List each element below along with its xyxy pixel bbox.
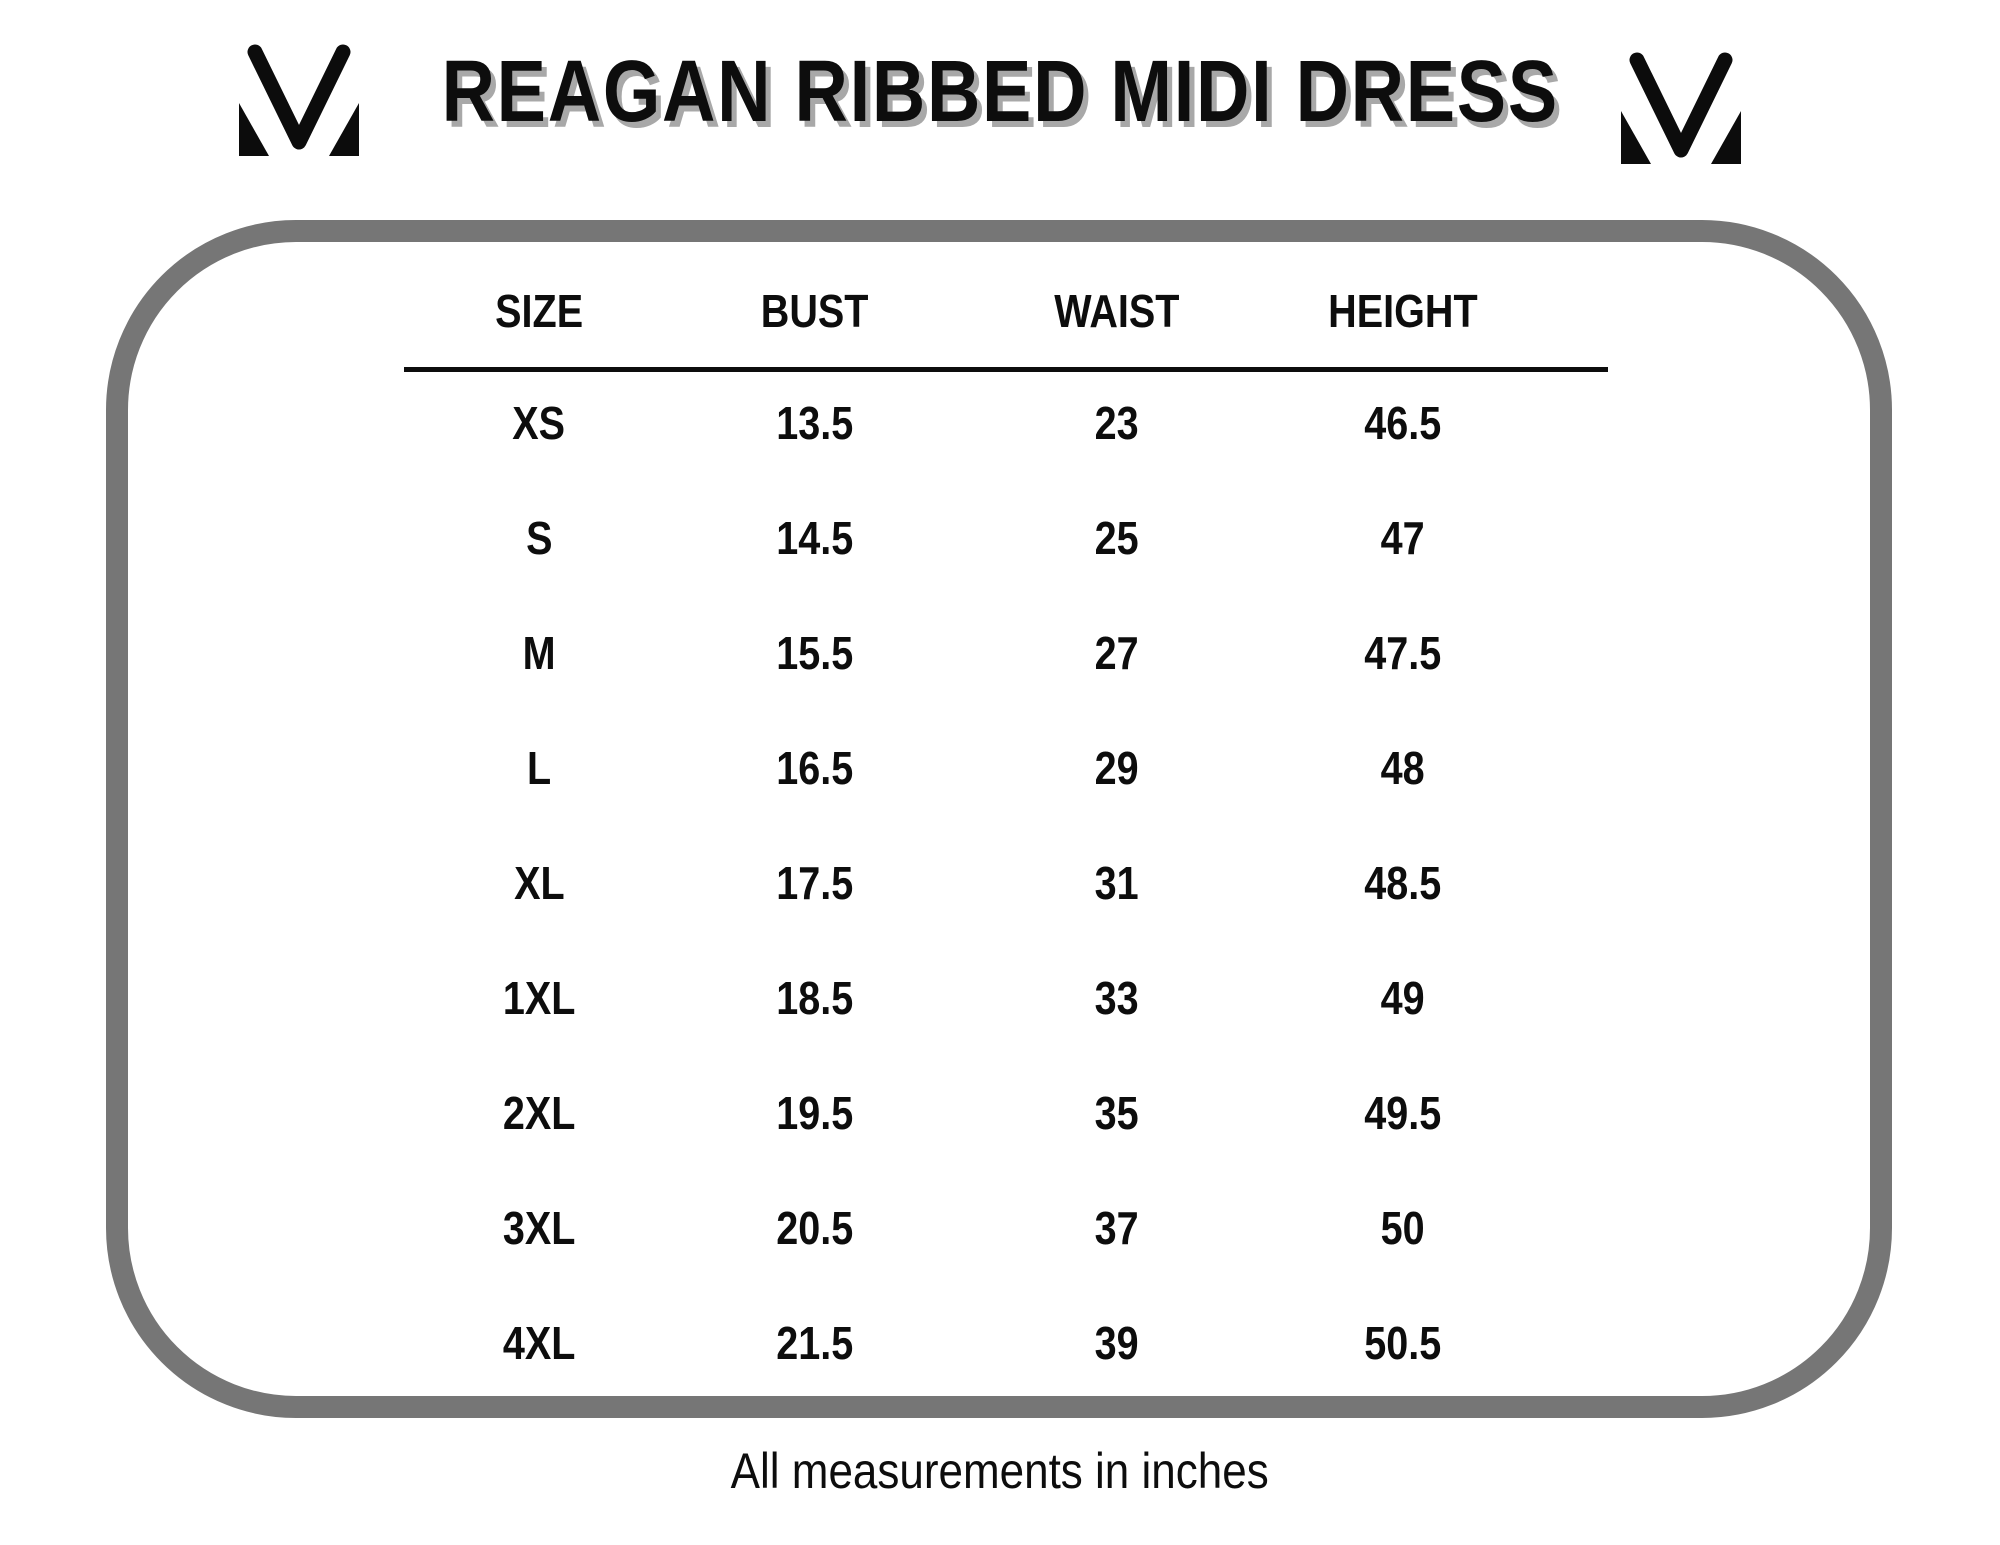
cell-height: 49 (1380, 971, 1425, 1024)
cell-waist: 23 (1094, 396, 1139, 449)
cell-bust: 16.5 (776, 741, 854, 794)
cell-bust: 18.5 (776, 971, 854, 1024)
cell-waist: 29 (1094, 741, 1139, 794)
cell-height: 48.5 (1364, 856, 1442, 909)
mv-monogram-icon (1621, 52, 1741, 164)
table-row: 3XL 20.5 37 50 (404, 1170, 1528, 1285)
cell-height: 49.5 (1364, 1086, 1442, 1139)
cell-waist: 25 (1094, 511, 1139, 564)
cell-bust: 17.5 (776, 856, 854, 909)
cell-size: XS (512, 396, 566, 449)
cell-height: 50.5 (1364, 1316, 1442, 1369)
header-divider-line (404, 367, 1608, 372)
table-row: M 15.5 27 47.5 (404, 595, 1528, 710)
table-row: XL 17.5 31 48.5 (404, 825, 1528, 940)
cell-bust: 13.5 (776, 396, 854, 449)
cell-size: 3XL (502, 1201, 576, 1254)
cell-height: 46.5 (1364, 396, 1442, 449)
cell-height: 47 (1380, 511, 1425, 564)
cell-height: 48 (1380, 741, 1425, 794)
chart-frame (106, 220, 1892, 1418)
cell-waist: 27 (1094, 626, 1139, 679)
cell-size: M (522, 626, 556, 679)
page-title-text: REAGAN RIBBED MIDI DRESS (441, 43, 1559, 140)
table-row: 2XL 19.5 35 49.5 (404, 1055, 1528, 1170)
cell-size: L (526, 741, 552, 794)
cell-size: 2XL (502, 1086, 576, 1139)
cell-height: 47.5 (1364, 626, 1442, 679)
column-header-bust: BUST (761, 285, 869, 337)
measurements-note: All measurements in inches (730, 1443, 1270, 1499)
cell-waist: 37 (1094, 1201, 1139, 1254)
cell-waist: 39 (1094, 1316, 1139, 1369)
cell-height: 50 (1380, 1201, 1425, 1254)
table-row: 4XL 21.5 39 50.5 (404, 1285, 1528, 1400)
cell-size: 4XL (502, 1316, 576, 1369)
table-row: 1XL 18.5 33 49 (404, 940, 1528, 1055)
cell-bust: 21.5 (776, 1316, 854, 1369)
cell-bust: 20.5 (776, 1201, 854, 1254)
mv-monogram-icon (239, 44, 359, 156)
cell-bust: 15.5 (776, 626, 854, 679)
table-body: XS 13.5 23 46.5 S 14.5 25 47 M 15.5 27 4… (404, 365, 1528, 1400)
column-header-height: HEIGHT (1328, 285, 1478, 337)
table-header-row: SIZE BUST WAIST HEIGHT (404, 270, 1528, 352)
cell-waist: 31 (1094, 856, 1139, 909)
cell-size: 1XL (502, 971, 576, 1024)
table-row: XS 13.5 23 46.5 (404, 365, 1528, 480)
column-header-waist: WAIST (1054, 285, 1180, 337)
cell-bust: 14.5 (776, 511, 854, 564)
cell-waist: 35 (1094, 1086, 1139, 1139)
cell-size: XL (513, 856, 565, 909)
column-header-size: SIZE (495, 285, 583, 337)
cell-size: S (525, 511, 553, 564)
table-row: L 16.5 29 48 (404, 710, 1528, 825)
page-title: REAGAN RIBBED MIDI DRESS (0, 48, 2000, 135)
cell-waist: 33 (1094, 971, 1139, 1024)
cell-bust: 19.5 (776, 1086, 854, 1139)
table-row: S 14.5 25 47 (404, 480, 1528, 595)
